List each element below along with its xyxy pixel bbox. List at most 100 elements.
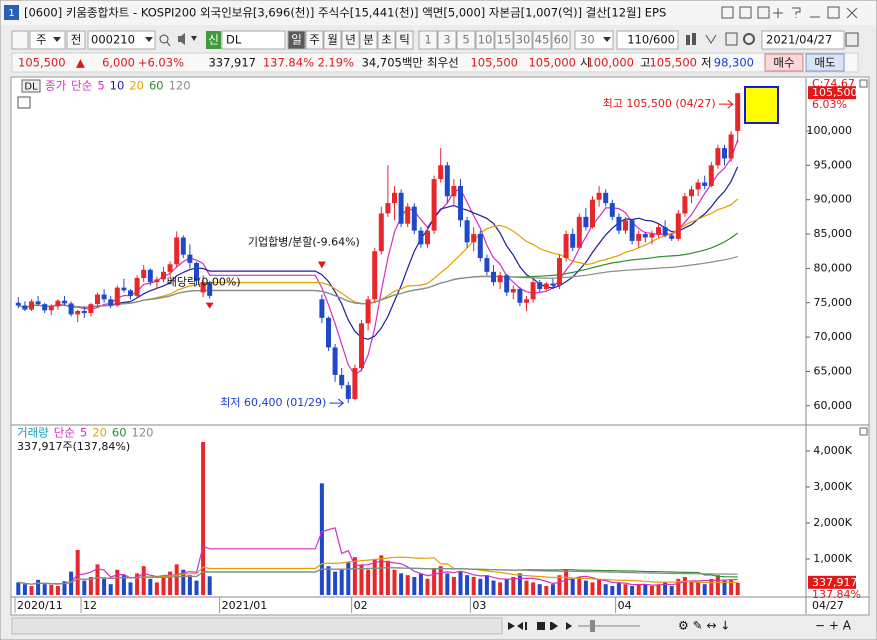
candle-body: [15, 302, 21, 306]
calendar-icon[interactable]: [845, 32, 859, 47]
candle-body: [623, 220, 628, 231]
tool-icons[interactable]: ⚙ ✎ ↔ ↓: [678, 619, 730, 633]
zoom-buttons[interactable]: − + A: [815, 619, 852, 633]
candle-body: [656, 227, 661, 235]
x-tick-label: 04: [618, 599, 632, 612]
interval-button[interactable]: [513, 30, 533, 50]
volume-bar: [135, 573, 140, 595]
unit-button[interactable]: [305, 30, 324, 50]
interval-label: 60: [554, 33, 569, 47]
candle-body: [438, 165, 444, 180]
interval-label: 30: [516, 33, 531, 47]
y-tick-label: 4,000K: [813, 444, 852, 457]
title-buttons[interactable]: [721, 6, 858, 19]
panel-button[interactable]: [859, 427, 868, 436]
panel-button[interactable]: [859, 79, 868, 88]
volume-bar: [432, 567, 437, 595]
tool-icons[interactable]: [686, 32, 755, 46]
date-input[interactable]: [761, 30, 845, 50]
unit-button[interactable]: [377, 30, 396, 50]
volume-bar: [729, 579, 734, 595]
candle-body: [22, 305, 28, 310]
buy-button[interactable]: [764, 53, 804, 72]
legend-item: 120: [132, 426, 154, 440]
unit-button[interactable]: [395, 30, 414, 50]
interval-button[interactable]: [532, 30, 552, 50]
unit-button[interactable]: [341, 30, 360, 50]
interval-button[interactable]: [418, 30, 438, 50]
code-input[interactable]: [87, 30, 156, 50]
candle-body: [167, 264, 173, 272]
code-label: DL: [24, 82, 38, 93]
candle-body: [95, 294, 100, 305]
candle-body: [464, 220, 470, 243]
candle-body: [378, 213, 384, 252]
menu-button[interactable]: [11, 30, 29, 50]
search-icon[interactable]: [159, 34, 169, 44]
volume-bar: [524, 580, 529, 595]
new-button[interactable]: [206, 31, 221, 49]
volume-bar: [663, 582, 668, 595]
date: 2021/04/27: [766, 33, 832, 47]
scroll-buttons[interactable]: [508, 622, 572, 630]
volume-bar: [504, 578, 509, 595]
turnover: 2.19%: [317, 56, 354, 70]
ask: 105,500: [470, 56, 518, 70]
moving-average: [18, 567, 738, 585]
volume-bar: [399, 573, 404, 595]
name-input[interactable]: [221, 30, 286, 50]
volume-bar: [22, 584, 27, 595]
legend-item: 단순: [54, 426, 75, 440]
candle-body: [675, 213, 681, 239]
candle-body: [543, 283, 549, 290]
candle-body: [596, 192, 602, 200]
adjust-button[interactable]: [66, 30, 86, 50]
candle-body: [345, 385, 351, 399]
volume-bar: [709, 578, 714, 595]
period-select[interactable]: [29, 30, 66, 50]
buy-label: 매수: [773, 56, 794, 70]
count-input[interactable]: [616, 30, 679, 50]
candle-body: [458, 185, 463, 221]
unit-button[interactable]: [323, 30, 342, 50]
volume-bar: [62, 581, 67, 595]
volume-bar: [458, 571, 463, 595]
volume-bar: [445, 573, 450, 595]
legend-item: 20: [92, 426, 107, 440]
best-label: 최우선: [427, 56, 459, 70]
volume-bar: [550, 584, 555, 595]
volume-bar: [207, 576, 212, 595]
volume-bar: [669, 585, 674, 595]
candle-body: [603, 192, 609, 204]
unit-button[interactable]: [287, 30, 306, 50]
interval-button[interactable]: [551, 30, 571, 50]
interval-button[interactable]: [456, 30, 476, 50]
volume-bar: [69, 571, 74, 595]
sound-icon[interactable]: [178, 33, 185, 45]
volume-bar: [154, 582, 159, 595]
candle-body: [557, 258, 562, 286]
candle-body: [642, 234, 648, 238]
interval-button[interactable]: [475, 30, 495, 50]
count: 110/600: [627, 33, 675, 47]
candle-body: [649, 234, 655, 238]
interval-button[interactable]: [494, 30, 514, 50]
zoom-handle[interactable]: [590, 620, 595, 632]
candle-body: [735, 93, 741, 131]
candle-body: [431, 179, 437, 231]
volume: 337,917: [208, 56, 256, 70]
candle-body: [563, 234, 569, 259]
volume-bar: [42, 584, 47, 595]
candle-body: [35, 301, 41, 305]
interval-button[interactable]: [437, 30, 457, 50]
volume-bar: [735, 582, 740, 595]
volume-bar: [517, 573, 522, 595]
unit-label: 틱: [399, 33, 410, 47]
interval-select[interactable]: [574, 30, 614, 50]
sell-button[interactable]: [805, 53, 845, 72]
candle-body: [62, 300, 67, 304]
volume-bar: [649, 585, 654, 595]
unit-button[interactable]: [359, 30, 378, 50]
table-icon[interactable]: [17, 96, 31, 109]
